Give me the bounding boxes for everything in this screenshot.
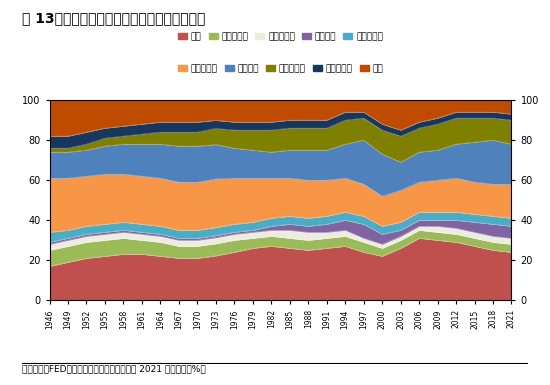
Text: 图 13：美国居民不同资产配置的占比变化趋势: 图 13：美国居民不同资产配置的占比变化趋势 xyxy=(22,12,205,25)
Text: 资料来源：FED，光大证券研究所（数据截至 2021 年，单位：%）: 资料来源：FED，光大证券研究所（数据截至 2021 年，单位：%） xyxy=(22,365,206,373)
Legend: 非公司权益, 公司股票, 养老金权益, 寿险准备金, 其他: 非公司权益, 公司股票, 养老金权益, 寿险准备金, 其他 xyxy=(174,60,387,77)
